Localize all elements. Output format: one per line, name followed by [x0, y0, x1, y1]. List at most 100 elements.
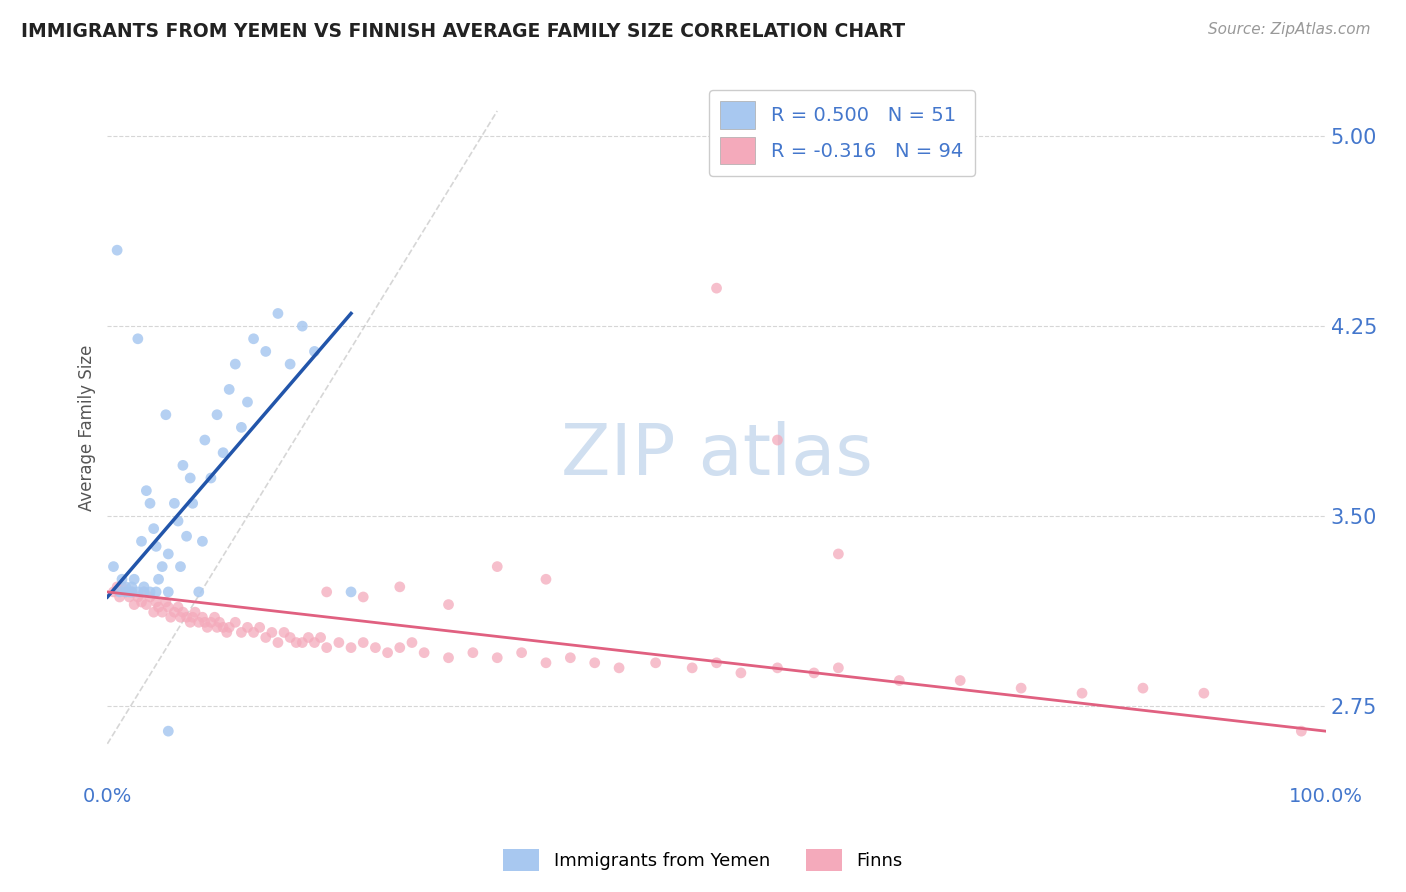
Point — [157, 585, 180, 599]
Point — [1132, 681, 1154, 695]
Point — [249, 620, 271, 634]
Point — [105, 243, 128, 257]
Point — [118, 590, 141, 604]
Point — [803, 665, 825, 680]
Point — [105, 580, 128, 594]
Point — [127, 590, 149, 604]
Point — [148, 600, 170, 615]
Point — [135, 598, 157, 612]
Point — [766, 661, 789, 675]
Point — [121, 580, 143, 594]
Point — [215, 625, 238, 640]
Point — [155, 595, 177, 609]
Point — [157, 724, 180, 739]
Point — [827, 661, 849, 675]
Point — [242, 332, 264, 346]
Point — [122, 572, 145, 586]
Point — [150, 559, 173, 574]
Point — [267, 635, 290, 649]
Point — [273, 625, 295, 640]
Point — [181, 496, 204, 510]
Text: Source: ZipAtlas.com: Source: ZipAtlas.com — [1208, 22, 1371, 37]
Point — [278, 357, 301, 371]
Point — [607, 661, 630, 675]
Point — [1071, 686, 1094, 700]
Point — [163, 496, 186, 510]
Point — [315, 585, 337, 599]
Point — [706, 281, 728, 295]
Point — [364, 640, 387, 655]
Point — [242, 625, 264, 640]
Point — [194, 433, 217, 447]
Text: ZIP atlas: ZIP atlas — [561, 421, 873, 491]
Point — [145, 595, 167, 609]
Point — [118, 585, 141, 599]
Point — [534, 656, 557, 670]
Point — [114, 580, 136, 594]
Point — [176, 529, 198, 543]
Point — [169, 610, 191, 624]
Legend: Immigrants from Yemen, Finns: Immigrants from Yemen, Finns — [496, 842, 910, 879]
Point — [352, 635, 374, 649]
Point — [218, 383, 240, 397]
Point — [145, 540, 167, 554]
Point — [131, 534, 153, 549]
Point — [352, 590, 374, 604]
Point — [139, 585, 162, 599]
Point — [195, 620, 218, 634]
Point — [949, 673, 972, 688]
Point — [114, 585, 136, 599]
Point — [163, 605, 186, 619]
Point — [1291, 724, 1313, 739]
Point — [205, 408, 228, 422]
Point — [155, 408, 177, 422]
Point — [132, 585, 155, 599]
Point — [208, 615, 231, 630]
Point — [205, 620, 228, 634]
Point — [377, 646, 399, 660]
Point — [340, 585, 363, 599]
Point — [297, 631, 319, 645]
Point — [236, 395, 259, 409]
Point — [181, 610, 204, 624]
Point — [121, 585, 143, 599]
Point — [706, 656, 728, 670]
Point — [179, 615, 201, 630]
Point — [224, 357, 246, 371]
Point — [437, 650, 460, 665]
Point — [224, 615, 246, 630]
Point — [157, 600, 180, 615]
Point — [132, 580, 155, 594]
Point — [260, 625, 283, 640]
Point — [200, 615, 222, 630]
Point — [413, 646, 436, 660]
Point — [304, 635, 326, 649]
Point — [121, 585, 143, 599]
Point — [204, 610, 226, 624]
Point — [139, 590, 162, 604]
Y-axis label: Average Family Size: Average Family Size — [79, 344, 96, 510]
Point — [212, 620, 235, 634]
Point — [145, 585, 167, 599]
Point — [157, 547, 180, 561]
Point — [142, 522, 165, 536]
Point — [103, 559, 125, 574]
Point — [169, 559, 191, 574]
Point — [285, 635, 308, 649]
Point — [184, 605, 207, 619]
Text: IMMIGRANTS FROM YEMEN VS FINNISH AVERAGE FAMILY SIZE CORRELATION CHART: IMMIGRANTS FROM YEMEN VS FINNISH AVERAGE… — [21, 22, 905, 41]
Point — [127, 332, 149, 346]
Point — [150, 605, 173, 619]
Point — [766, 433, 789, 447]
Point — [139, 496, 162, 510]
Point — [644, 656, 666, 670]
Point — [191, 610, 214, 624]
Point — [461, 646, 484, 660]
Point — [1010, 681, 1032, 695]
Point — [560, 650, 582, 665]
Point — [142, 605, 165, 619]
Point — [167, 600, 190, 615]
Point — [212, 446, 235, 460]
Point — [388, 640, 411, 655]
Point — [159, 610, 181, 624]
